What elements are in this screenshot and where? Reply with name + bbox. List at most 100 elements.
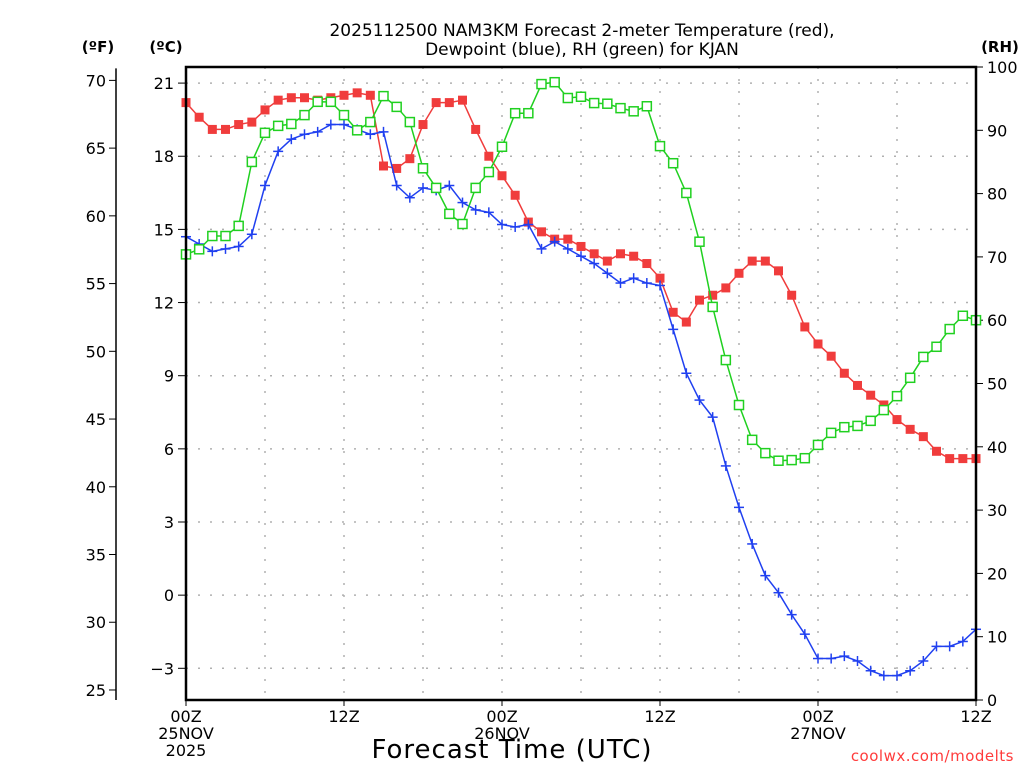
rh-point [193,244,205,255]
time-tick-label: 26NOV [474,724,530,743]
2-meter-temperature-point [681,317,691,327]
2-meter-temperature-point [471,124,481,134]
rh-tick-label: 20 [987,564,1007,583]
chart-title: 2025112500 NAM3KM Forecast 2-meter Tempe… [329,21,834,41]
dewpoint-point [905,665,916,676]
dewpoint-point [931,641,942,652]
rh-point [509,107,521,119]
2-meter-temperature-point [853,380,862,390]
dewpoint-point [760,570,771,581]
dewpoint-point [918,655,929,666]
x-axis-label: Forecast Time (UTC) [371,735,652,765]
rh-point [351,125,363,136]
dewpoint-point [260,180,270,191]
dewpoint-point [957,636,968,647]
fahrenheit-tick-label: 65 [86,139,106,158]
rh-tick-label: 40 [987,438,1007,457]
rh-tick-label: 100 [987,58,1018,77]
fahrenheit-tick-label: 45 [86,410,106,429]
dewpoint-point [444,180,455,191]
rh-point [325,96,337,108]
rh-point [839,421,850,433]
rh-point [299,109,310,121]
fahrenheit-tick-label: 25 [86,681,106,700]
2-meter-temperature-point [826,351,836,361]
2-meter-temperature-point [839,368,849,378]
celsius-axis-label: (ºC) [149,38,182,56]
2-meter-temperature-point [787,290,797,300]
2-meter-temperature-point [655,273,665,283]
dewpoint-point [813,653,823,664]
dewpoint-point [944,641,955,652]
dewpoint-point [404,192,415,203]
time-tick-label: 12Z [328,707,359,726]
rh-point [865,415,876,427]
2-meter-temperature-point [760,256,770,266]
2-meter-temperature-point [747,256,757,266]
dewpoint-point [483,207,494,218]
2-meter-temperature-point [247,117,257,127]
dewpoint-point [273,146,284,157]
2-meter-temperature-point [813,339,823,349]
celsius-tick-label: 21 [154,74,174,93]
rh-point [483,166,495,178]
dewpoint-point [576,251,586,262]
2-meter-temperature-point [695,295,704,305]
2-meter-temperature-point [892,415,902,425]
dewpoint-point [497,219,507,230]
celsius-axis: 21 18 15 12 9 6 3 0 −3 [150,74,186,678]
dewpoint-point [549,236,560,247]
time-tick-label: 00Z [486,707,517,726]
dewpoint-point [207,246,218,257]
rh-point [417,163,429,174]
2-meter-temperature-point [721,283,731,293]
time-tick-label: 00Z [802,707,833,726]
time-tick-label: 00Z [170,707,201,726]
2-meter-temperature-point [497,171,507,181]
dewpoint-point [418,182,428,193]
rh-tick-label: 80 [987,185,1007,204]
rh-point [878,404,890,416]
dewpoint-point [707,412,718,423]
2-meter-temperature-point [379,161,388,171]
2-meter-temperature-point [602,256,612,266]
dewpoint-point [220,243,231,254]
dewpoint-point [233,241,244,252]
celsius-tick-label: 9 [164,367,174,386]
2-meter-temperature-point [800,322,810,332]
time-tick-label: 2025 [166,741,207,760]
2-meter-temperature-point [537,227,546,237]
rh-point [272,120,284,132]
chart-subtitle: Dewpoint (blue), RH (green) for KJAN [425,40,739,60]
2-meter-temperature-point [405,154,415,164]
dewpoint-point [391,180,402,191]
2-meter-temperature-point [576,241,586,251]
2-meter-temperature-point [905,424,915,434]
2-meter-temperature-point [642,259,652,269]
rh-point [760,447,771,459]
rh-axis-label: (RH) [981,38,1019,56]
fahrenheit-tick-label: 55 [86,275,106,294]
rh-point [536,78,547,90]
2-meter-temperature-point [774,266,783,276]
rh-point [786,454,797,466]
rh-point [365,116,376,128]
dewpoint-point [457,197,468,208]
dewpoint-point [299,129,310,140]
rh-tick-label: 0 [987,691,997,710]
dewpoint-point [865,665,876,676]
rh-point [707,301,718,313]
rh-point [246,156,258,168]
dewpoint-point [286,134,297,145]
rh-point [562,92,574,104]
rh-point [549,76,560,88]
rh-point [628,106,639,117]
fahrenheit-tick-label: 70 [86,71,106,90]
dewpoint-point [655,280,665,291]
rh-point [233,220,244,232]
2-meter-temperature-point [563,234,573,244]
rh-point [457,218,468,230]
dewpoint-point [536,243,547,254]
dewpoint-point [720,460,731,471]
